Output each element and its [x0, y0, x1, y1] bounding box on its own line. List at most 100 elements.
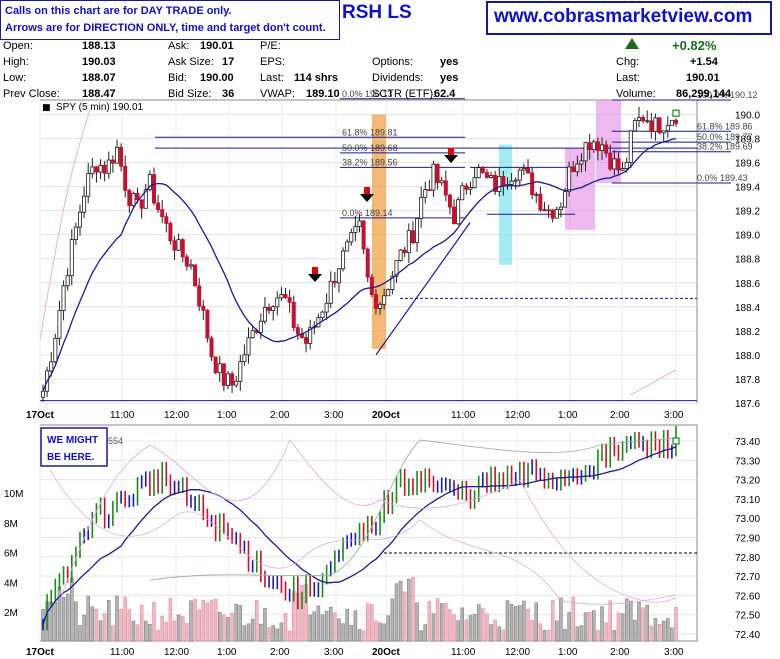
volume-bar — [341, 623, 345, 642]
volume-tick-label: 8M — [4, 519, 18, 530]
volume-bar — [386, 615, 391, 642]
candle-body — [365, 248, 370, 278]
candle-body — [632, 120, 637, 132]
volume-bar — [518, 605, 522, 642]
price-tick-label: 187.6 — [735, 399, 760, 410]
volume-bar — [82, 614, 86, 642]
candle-body — [575, 163, 580, 173]
candle-body — [501, 176, 506, 187]
candle-body — [526, 168, 531, 174]
candle-body — [320, 311, 325, 319]
volume-bar — [131, 620, 136, 642]
volume-bar — [530, 620, 534, 642]
volume-bar — [365, 603, 370, 642]
volume-bar — [513, 606, 518, 642]
fib-label-right: 50.0% 189.77 — [697, 132, 753, 142]
volume-bar — [629, 600, 633, 642]
open-value: 188.13 — [82, 40, 116, 52]
candle-body — [550, 209, 555, 219]
volume-bar — [172, 620, 177, 642]
volume-bar — [127, 609, 132, 642]
candle-body — [386, 289, 391, 297]
volume-bar — [596, 630, 600, 642]
candle-body — [135, 192, 140, 201]
candle-body — [616, 158, 621, 171]
price-tick-label: 189.6 — [735, 159, 760, 170]
volume-bar — [135, 624, 140, 642]
volume-bar — [645, 604, 649, 642]
website-link[interactable]: www.cobrasmarketview.com — [494, 6, 753, 27]
chart-legend: SPY (5 min) 190.01 — [56, 102, 144, 113]
volume-bar — [357, 629, 362, 642]
candle-body — [168, 223, 173, 242]
ratio-slow-average — [149, 437, 677, 581]
candle-body — [225, 373, 230, 386]
options-label: Options: — [372, 56, 413, 68]
volume-bar — [65, 593, 70, 642]
chg-value: +1.54 — [690, 56, 718, 68]
volume-bar — [402, 591, 407, 642]
candle-body — [328, 280, 333, 304]
time-tick-label: 3:00 — [324, 647, 344, 658]
volume-bar — [448, 609, 452, 642]
candle-body — [131, 192, 136, 207]
volume-value: 86,299,144 — [676, 88, 732, 100]
fib-label-left: 0.0% 189.14 — [342, 208, 393, 218]
candle-body — [431, 163, 436, 191]
candle-body — [563, 191, 568, 208]
price-tick-label: 189.4 — [735, 183, 760, 194]
prev-close-label: Prev Close: — [3, 88, 60, 100]
candle-body — [443, 180, 448, 196]
volume-bar — [439, 603, 444, 642]
volume-bar — [468, 615, 473, 642]
annotation-line2: BE HERE. — [47, 452, 94, 463]
candle-body — [172, 240, 177, 251]
volume-bar — [472, 613, 477, 642]
time-tick-label: 1:00 — [558, 410, 578, 421]
candle-body — [304, 337, 309, 344]
volume-bar — [559, 597, 563, 642]
volume-bar — [316, 605, 321, 642]
candle-body — [250, 330, 255, 339]
y-axis-labels: 190.0 189.8 189.6 189.4 189.2 189.0 188.8 188.6… — [4, 110, 760, 641]
volume-bar — [481, 608, 485, 642]
candle-body — [193, 264, 198, 287]
candle-body — [472, 177, 477, 188]
volume-bar — [61, 597, 66, 642]
time-tick-label: 1:00 — [558, 647, 578, 658]
pe-label: P/E: — [260, 40, 281, 52]
candle-body — [123, 165, 128, 191]
ratio-tick-label: 73.00 — [735, 514, 760, 525]
vwap-label: VWAP: — [260, 88, 296, 100]
bid-label: Bid: — [168, 72, 187, 84]
time-tick-label: 2:00 — [270, 410, 290, 421]
candle-body — [209, 337, 214, 358]
volume-bar — [86, 595, 90, 642]
time-tick-label: 12:00 — [164, 647, 189, 658]
candle-body — [201, 305, 206, 311]
volume-bar — [259, 623, 263, 642]
candle-body — [349, 232, 354, 243]
volume-bar — [320, 614, 325, 642]
candle-body — [480, 167, 485, 173]
volume-bar — [263, 608, 267, 642]
time-tick-label: 3:00 — [664, 647, 684, 658]
volume-bar — [641, 607, 645, 642]
volume-bar — [234, 603, 238, 642]
volume-bar — [633, 619, 637, 642]
volume-bar — [185, 623, 189, 642]
volume-bar — [444, 603, 448, 642]
volume-bar — [156, 629, 160, 642]
volume-bar — [324, 610, 329, 642]
last-shrs-label: Last: — [260, 72, 284, 84]
volume-bar — [209, 599, 214, 642]
volume-bar — [164, 621, 169, 642]
candle-body — [139, 199, 144, 209]
candle-body — [69, 239, 74, 277]
volume-bar — [300, 584, 304, 642]
website-banner[interactable]: www.cobrasmarketview.com — [486, 1, 772, 35]
volume-bar — [624, 598, 629, 642]
volume-bar — [407, 578, 411, 642]
candle-body — [41, 390, 46, 398]
volume-bar — [415, 602, 419, 642]
